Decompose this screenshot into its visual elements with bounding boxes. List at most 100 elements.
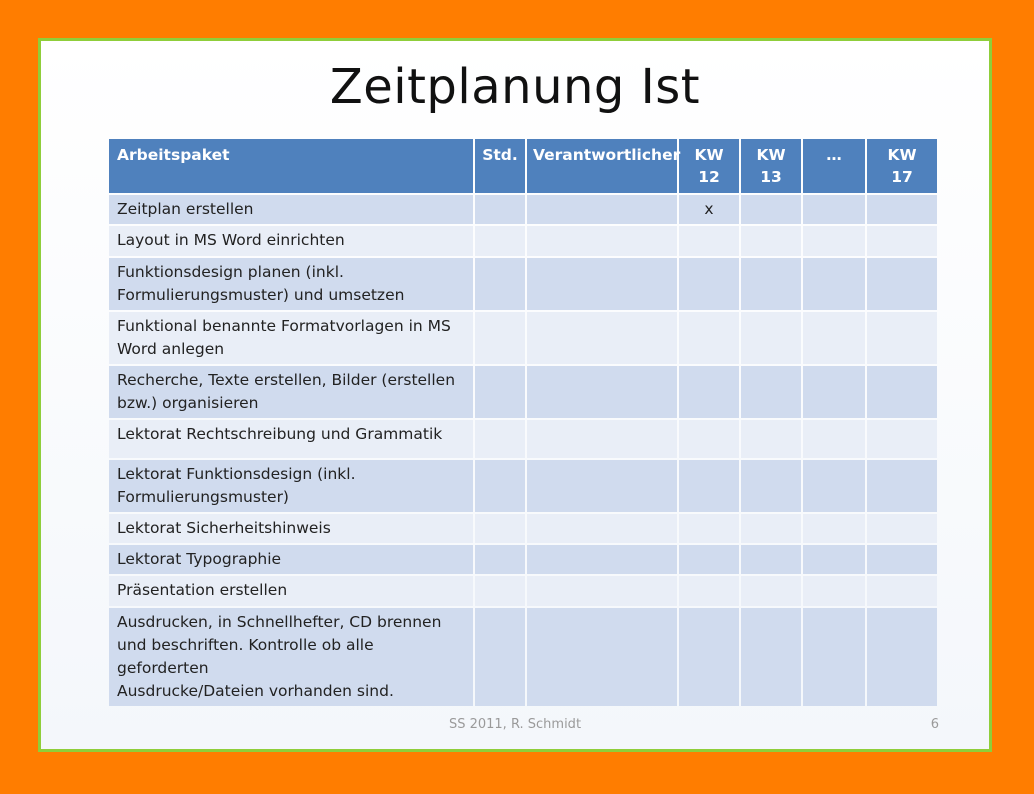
- schedule-cell: [679, 460, 739, 512]
- table-row: Lektorat Rechtschreibung und Grammatik: [109, 420, 937, 458]
- schedule-cell: [867, 608, 937, 706]
- schedule-cell: [527, 420, 677, 458]
- schedule-cell: [867, 226, 937, 256]
- task-line: Layout in MS Word einrichten: [117, 231, 345, 249]
- header-ellipsis: …: [803, 139, 865, 193]
- schedule-cell: [475, 576, 525, 606]
- schedule-cell: [679, 608, 739, 706]
- task-cell: Lektorat Typographie: [109, 545, 473, 574]
- table-header-row: Arbeitspaket Std. Verantwortlicher KW 12…: [109, 139, 937, 193]
- schedule-cell: [741, 312, 801, 364]
- task-line: Word anlegen: [117, 340, 225, 358]
- table-row: Funktionsdesign planen (inkl. Formulierun…: [109, 258, 937, 310]
- schedule-cell: [679, 312, 739, 364]
- schedule-cell: [741, 576, 801, 606]
- schedule-cell: [803, 460, 865, 512]
- schedule-cell: [867, 576, 937, 606]
- task-line: Zeitplan erstellen: [117, 200, 254, 218]
- schedule-cell: [475, 514, 525, 543]
- schedule-cell: [741, 226, 801, 256]
- schedule-cell: [803, 226, 865, 256]
- table-row: Lektorat Funktionsdesign (inkl. Formulier…: [109, 460, 937, 512]
- schedule-cell: [475, 312, 525, 364]
- slide-title: Zeitplanung Ist: [329, 59, 701, 115]
- page-number: 6: [930, 717, 939, 732]
- schedule-cell: [527, 576, 677, 606]
- schedule-cell: [679, 514, 739, 543]
- task-line: Ausdrucken, in Schnellhefter, CD brennen: [117, 613, 442, 631]
- table-row: Lektorat Typographie: [109, 545, 937, 574]
- schedule-cell: [475, 195, 525, 224]
- schedule-cell: [867, 195, 937, 224]
- task-cell: Recherche, Texte erstellen, Bilder (erst…: [109, 366, 473, 418]
- task-line: Formulierungsmuster) und umsetzen: [117, 286, 405, 304]
- schedule-cell: [741, 420, 801, 458]
- task-line: Formulierungsmuster): [117, 488, 289, 506]
- schedule-cell: [867, 366, 937, 418]
- schedule-cell: [679, 545, 739, 574]
- task-line: Lektorat Rechtschreibung und Grammatik: [117, 425, 443, 443]
- schedule-cell: [475, 545, 525, 574]
- schedule-cell: [741, 545, 801, 574]
- schedule-cell: [741, 258, 801, 310]
- schedule-cell: [803, 366, 865, 418]
- schedule-cell: [803, 258, 865, 310]
- schedule-cell: [803, 608, 865, 706]
- header-label: Verantwortlicher: [533, 146, 681, 164]
- task-line: Ausdrucke/Dateien vorhanden sind.: [117, 682, 394, 700]
- schedule-cell: [867, 258, 937, 310]
- task-line: Recherche, Texte erstellen, Bilder (erst…: [117, 371, 456, 389]
- schedule-cell: [527, 514, 677, 543]
- task-line: bzw.) organisieren: [117, 394, 259, 412]
- schedule-cell: [867, 420, 937, 458]
- header-label: KW: [756, 146, 786, 164]
- header-kw17: KW 17: [867, 139, 937, 193]
- schedule-cell: [741, 608, 801, 706]
- schedule-cell: [803, 514, 865, 543]
- schedule-cell: [679, 258, 739, 310]
- table-row: Lektorat Sicherheitshinweis: [109, 514, 937, 543]
- schedule-cell: [527, 195, 677, 224]
- schedule-cell: [803, 545, 865, 574]
- slide: Zeitplanung Ist Arbeitspaket Std. Verant…: [38, 38, 992, 752]
- table-row: Ausdrucken, in Schnellhefter, CD brennen…: [109, 608, 937, 706]
- header-label: KW: [887, 146, 917, 164]
- task-cell: Funktional benannte Formatvorlagen in MS…: [109, 312, 473, 364]
- table-body: Zeitplan erstellen x Layout in MS Word ein…: [109, 195, 937, 706]
- header-label-number: 13: [760, 168, 782, 186]
- task-cell: Layout in MS Word einrichten: [109, 226, 473, 256]
- header-label-number: 17: [891, 168, 913, 186]
- header-arbeitspaket: Arbeitspaket: [109, 139, 473, 193]
- schedule-cell: [475, 226, 525, 256]
- schedule-table: Arbeitspaket Std. Verantwortlicher KW 12…: [107, 137, 939, 708]
- task-line: und beschriften. Kontrolle ob alle gefor…: [117, 636, 374, 677]
- schedule-cell: x: [679, 195, 739, 224]
- schedule-cell: [867, 545, 937, 574]
- header-label: Arbeitspaket: [117, 146, 230, 164]
- schedule-cell: [527, 608, 677, 706]
- task-cell: Ausdrucken, in Schnellhefter, CD brennen…: [109, 608, 473, 706]
- schedule-cell: [803, 312, 865, 364]
- table-row: Recherche, Texte erstellen, Bilder (erst…: [109, 366, 937, 418]
- table-row: Funktional benannte Formatvorlagen in MS…: [109, 312, 937, 364]
- schedule-cell: [679, 420, 739, 458]
- header-label: Std.: [482, 146, 518, 164]
- schedule-cell: [867, 312, 937, 364]
- schedule-cell: [679, 366, 739, 418]
- schedule-cell: [867, 514, 937, 543]
- schedule-cell: [803, 420, 865, 458]
- schedule-cell: [475, 460, 525, 512]
- schedule-cell: [679, 226, 739, 256]
- table-row: Zeitplan erstellen x: [109, 195, 937, 224]
- task-line: Lektorat Funktionsdesign (inkl.: [117, 465, 356, 483]
- schedule-cell: [867, 460, 937, 512]
- task-cell: Lektorat Rechtschreibung und Grammatik: [109, 420, 473, 458]
- schedule-cell: [527, 460, 677, 512]
- footer-text: SS 2011, R. Schmidt: [448, 717, 582, 732]
- header-label: …: [826, 146, 842, 164]
- schedule-cell: [475, 258, 525, 310]
- schedule-cell: [475, 420, 525, 458]
- schedule-cell: [803, 576, 865, 606]
- schedule-cell: [679, 576, 739, 606]
- task-cell: Lektorat Funktionsdesign (inkl. Formulier…: [109, 460, 473, 512]
